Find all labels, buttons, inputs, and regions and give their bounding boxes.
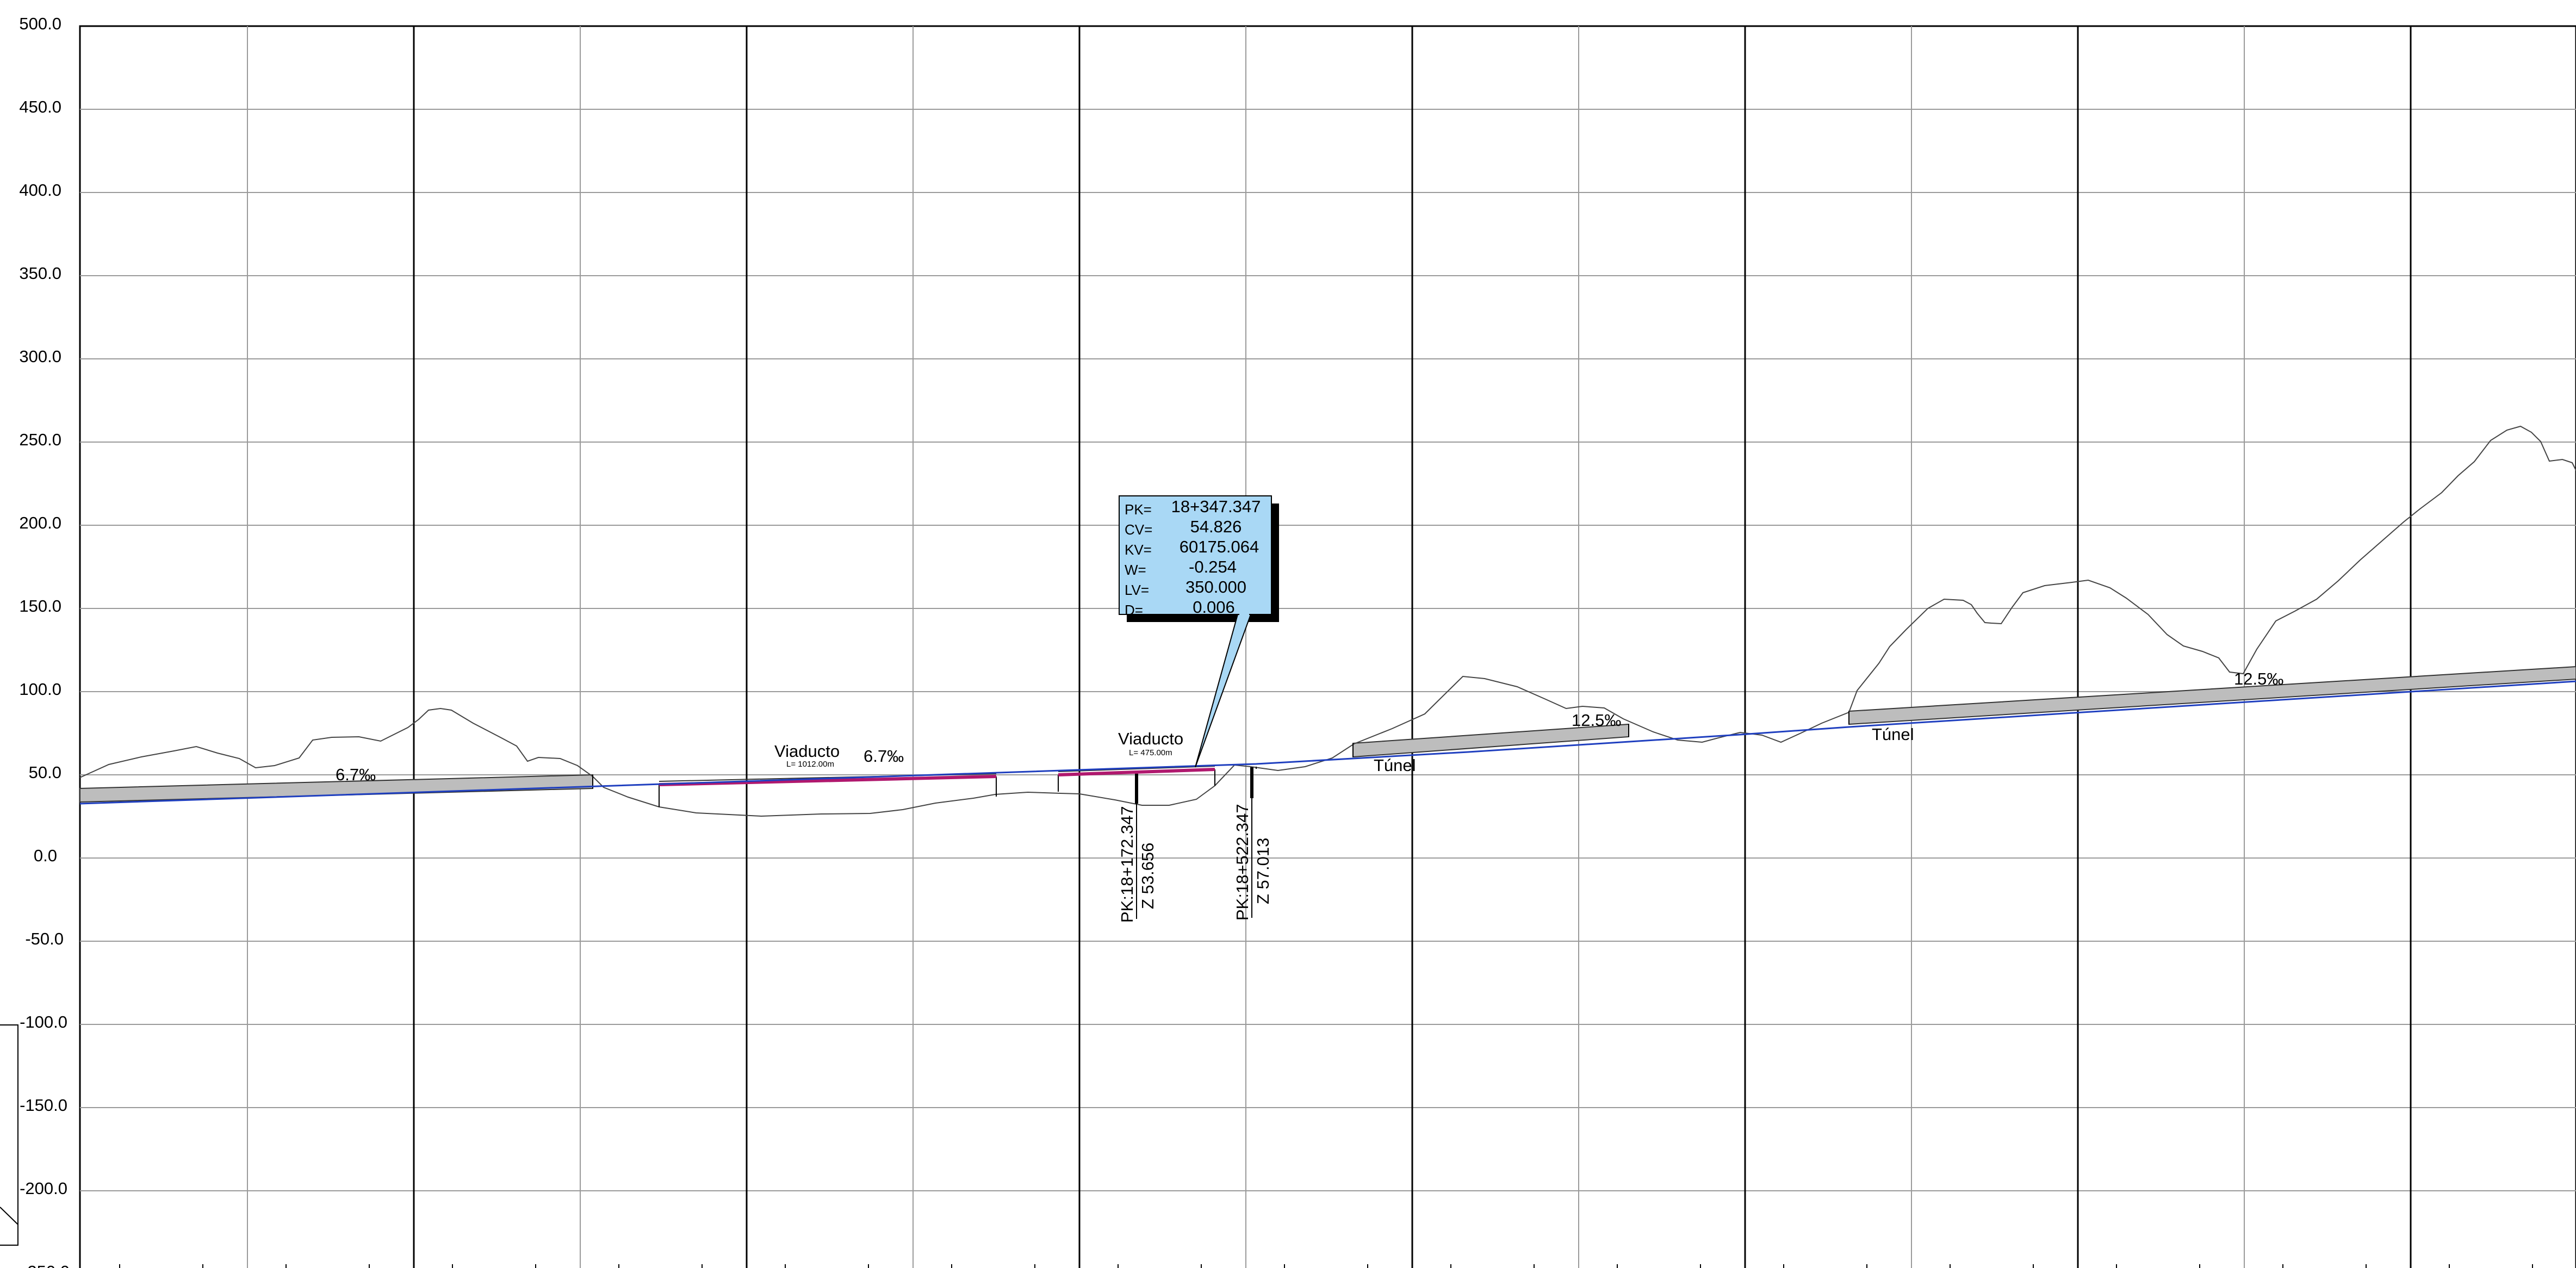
elevation-label: 400.0 bbox=[19, 181, 61, 200]
elevation-label: 450.0 bbox=[19, 97, 61, 116]
slope-label-2: 6.7‰ bbox=[864, 747, 904, 766]
elevation-label: -100.0 bbox=[20, 1012, 67, 1031]
elevation-label: 350.0 bbox=[19, 264, 61, 283]
elevation-label: 100.0 bbox=[19, 680, 61, 699]
info-value: 18+347.347 bbox=[1171, 497, 1261, 516]
info-key: D= bbox=[1125, 602, 1143, 618]
vertical-grid-minor bbox=[247, 26, 2245, 1268]
info-value: 0.006 bbox=[1193, 598, 1235, 617]
elevation-axis: 500.0 450.0 400.0 350.0 300.0 250.0 200.… bbox=[19, 14, 70, 1268]
slope-label-1: 6.7‰ bbox=[336, 765, 376, 784]
elevation-label: -150.0 bbox=[20, 1096, 67, 1115]
viaduct-2-name: Viaducto bbox=[1118, 729, 1183, 748]
elevation-label: 500.0 bbox=[19, 14, 61, 33]
plot-frame bbox=[79, 25, 2576, 1268]
info-key: CV= bbox=[1125, 521, 1152, 538]
pk-marker-1-z: Z 53.656 bbox=[1138, 843, 1157, 909]
viaduct-piers bbox=[592, 711, 1849, 807]
elevation-label: -200.0 bbox=[20, 1179, 67, 1198]
terrain-profile-line bbox=[79, 425, 2576, 817]
pk-marker-1-pk: PK:18+172.347 bbox=[1118, 806, 1137, 923]
elevation-label: 200.0 bbox=[19, 513, 61, 532]
pk-marker-2: PK:18+522.347 Z 57.013 bbox=[1233, 767, 1273, 921]
vertical-grid-major bbox=[413, 26, 2412, 1268]
viaduct-2-length: L= 475.00m bbox=[1129, 748, 1172, 757]
info-value: 54.826 bbox=[1190, 517, 1242, 536]
tunnel-1-name: Túnel bbox=[1374, 756, 1416, 775]
elevation-label: 250.0 bbox=[19, 430, 61, 449]
viaduct-1-name: Viaducto bbox=[774, 742, 840, 761]
grade-line bbox=[79, 680, 2576, 805]
pk-marker-2-z: Z 57.013 bbox=[1253, 838, 1273, 904]
info-key: W= bbox=[1125, 562, 1146, 578]
vertical-curve-info-box: PK= 18+347.347 CV= 54.826 KV= 60175.064 … bbox=[1119, 495, 1279, 768]
tunnel-band bbox=[1848, 666, 2576, 725]
viaduct-deck-1 bbox=[659, 775, 997, 786]
info-key: PK= bbox=[1125, 501, 1152, 518]
horizontal-grid bbox=[80, 109, 2576, 1191]
elevation-label: 150.0 bbox=[19, 596, 61, 616]
viaduct-decks bbox=[659, 768, 1215, 786]
left-edge-fragment bbox=[0, 1024, 18, 1246]
bottom-ticks bbox=[119, 1264, 2533, 1268]
elevation-label: 0.0 bbox=[34, 846, 57, 865]
pk-marker-1: PK:18+172.347 Z 53.656 bbox=[1118, 774, 1157, 923]
viaduct-deck-2 bbox=[1058, 768, 1215, 776]
callout-pointer bbox=[1195, 614, 1252, 768]
info-value: -0.254 bbox=[1189, 557, 1237, 576]
elevation-label: -50.0 bbox=[25, 929, 64, 948]
elevation-label: 50.0 bbox=[29, 763, 61, 782]
grey-bands bbox=[79, 666, 2576, 803]
pk-marker-2-pk: PK:18+522.347 bbox=[1233, 804, 1252, 921]
info-key: KV= bbox=[1125, 542, 1152, 558]
viaduct-1-length: L= 1012.00m bbox=[786, 760, 834, 769]
tunnel-2-name: Túnel bbox=[1872, 725, 1914, 744]
elevation-label: -250.0 bbox=[22, 1262, 70, 1268]
slope-label-3: 12.5‰ bbox=[1572, 711, 1621, 730]
slope-label-4: 12.5‰ bbox=[2234, 669, 2283, 688]
elevation-label: 300.0 bbox=[19, 347, 61, 366]
info-key: LV= bbox=[1125, 582, 1149, 598]
info-value: 350.000 bbox=[1185, 577, 1246, 596]
info-value: 60175.064 bbox=[1180, 537, 1259, 556]
